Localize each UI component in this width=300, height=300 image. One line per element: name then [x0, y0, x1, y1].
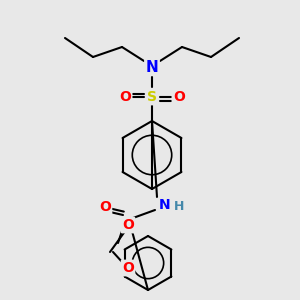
Text: H: H	[174, 200, 184, 214]
Text: O: O	[122, 218, 134, 232]
Text: N: N	[146, 59, 158, 74]
Text: O: O	[99, 200, 111, 214]
Text: N: N	[159, 198, 171, 212]
Text: O: O	[173, 90, 185, 104]
Text: O: O	[122, 261, 134, 275]
Text: S: S	[147, 90, 157, 104]
Text: O: O	[119, 90, 131, 104]
